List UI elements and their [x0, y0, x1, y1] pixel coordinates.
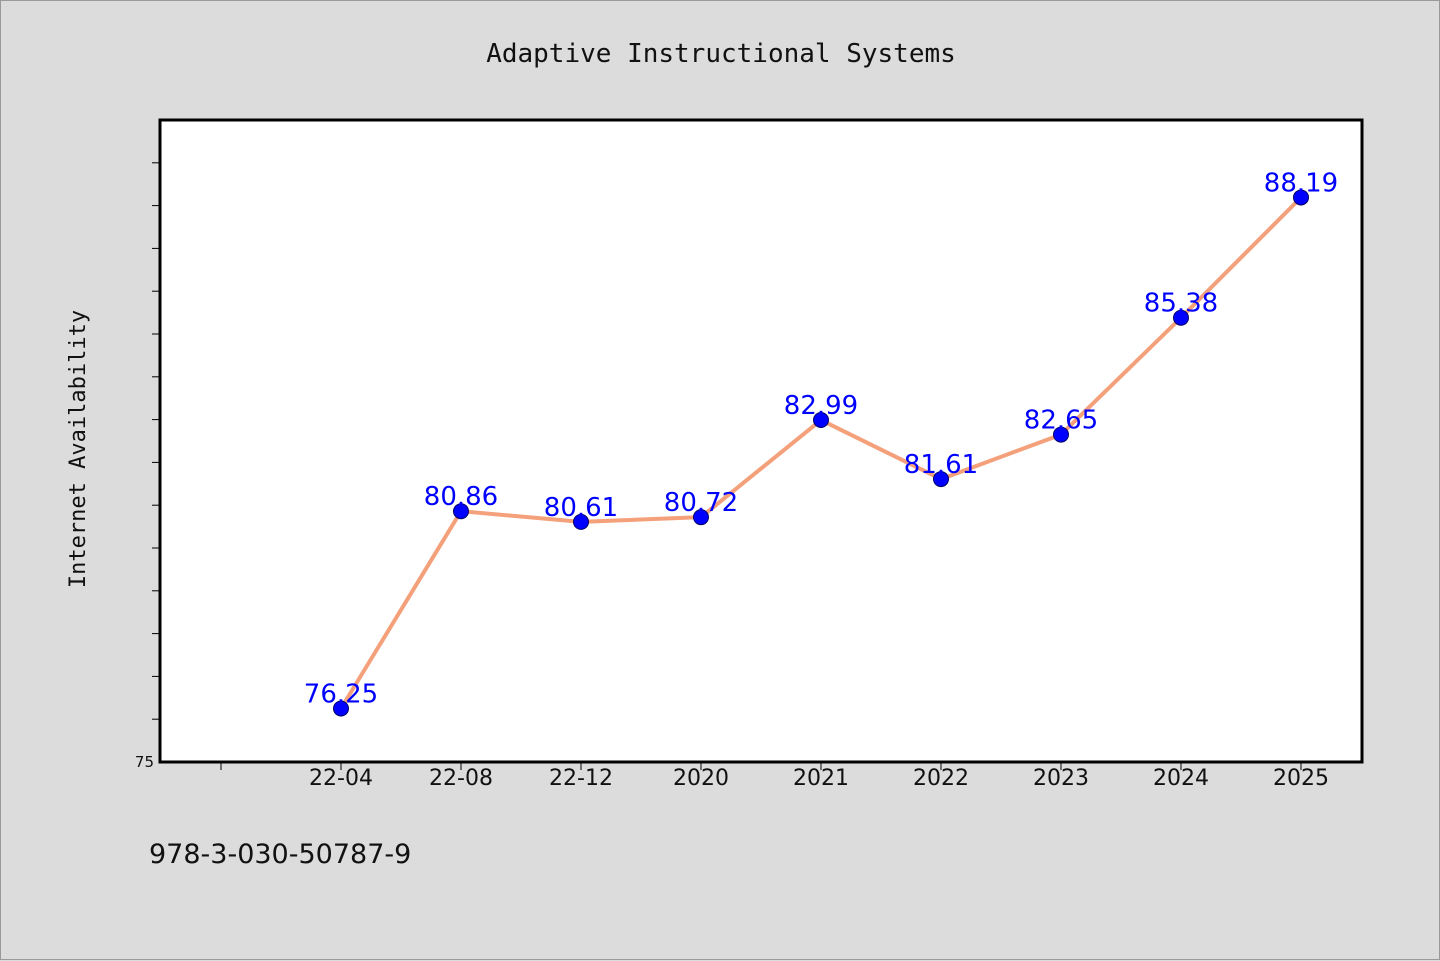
data-label: 80.72	[664, 488, 738, 518]
x-tick-label: 2024	[1153, 766, 1209, 791]
plot-area	[158, 118, 1364, 764]
y-axis-ticks	[152, 162, 160, 720]
data-label: 82.65	[1024, 406, 1098, 436]
data-label: 80.86	[424, 482, 498, 512]
data-label: 85.38	[1144, 289, 1218, 319]
x-tick-label: 22-12	[549, 766, 613, 791]
series-line-group: 76.25 80.86 80.61 80.72 82.99 81.61 82.65 85.38…	[304, 168, 1338, 717]
x-tick-label: 22-08	[429, 766, 493, 791]
data-label: 82.99	[784, 391, 858, 421]
y-tick-label: 75	[135, 753, 154, 771]
x-tick-label: 2022	[913, 766, 969, 791]
x-tick-label: 2021	[793, 766, 849, 791]
data-point	[1293, 189, 1309, 206]
data-point	[693, 509, 709, 526]
x-axis-ticks: 22-04 22-08 22-12 2020 2021 2022 2023 2024 2025	[220, 762, 1329, 791]
data-point	[933, 471, 949, 488]
data-label: 76.25	[304, 680, 378, 710]
data-point	[1053, 426, 1069, 443]
data-label: 88.19	[1264, 168, 1338, 198]
data-point	[453, 503, 469, 520]
x-tick-label: 2023	[1033, 766, 1089, 791]
data-point	[333, 700, 349, 717]
data-label: 80.61	[544, 493, 618, 523]
x-tick-label: 2020	[673, 766, 729, 791]
x-tick-label: 22-04	[309, 766, 373, 791]
data-point	[813, 412, 829, 429]
data-point	[1173, 309, 1189, 326]
chart-title: Adaptive Instructional Systems	[486, 39, 956, 69]
data-point	[573, 513, 589, 530]
x-tick-label: 2025	[1273, 766, 1329, 791]
y-axis-label: Internet Availability	[66, 310, 91, 588]
data-label: 81.61	[904, 450, 978, 480]
footer-isbn: 978-3-030-50787-9	[149, 839, 411, 870]
